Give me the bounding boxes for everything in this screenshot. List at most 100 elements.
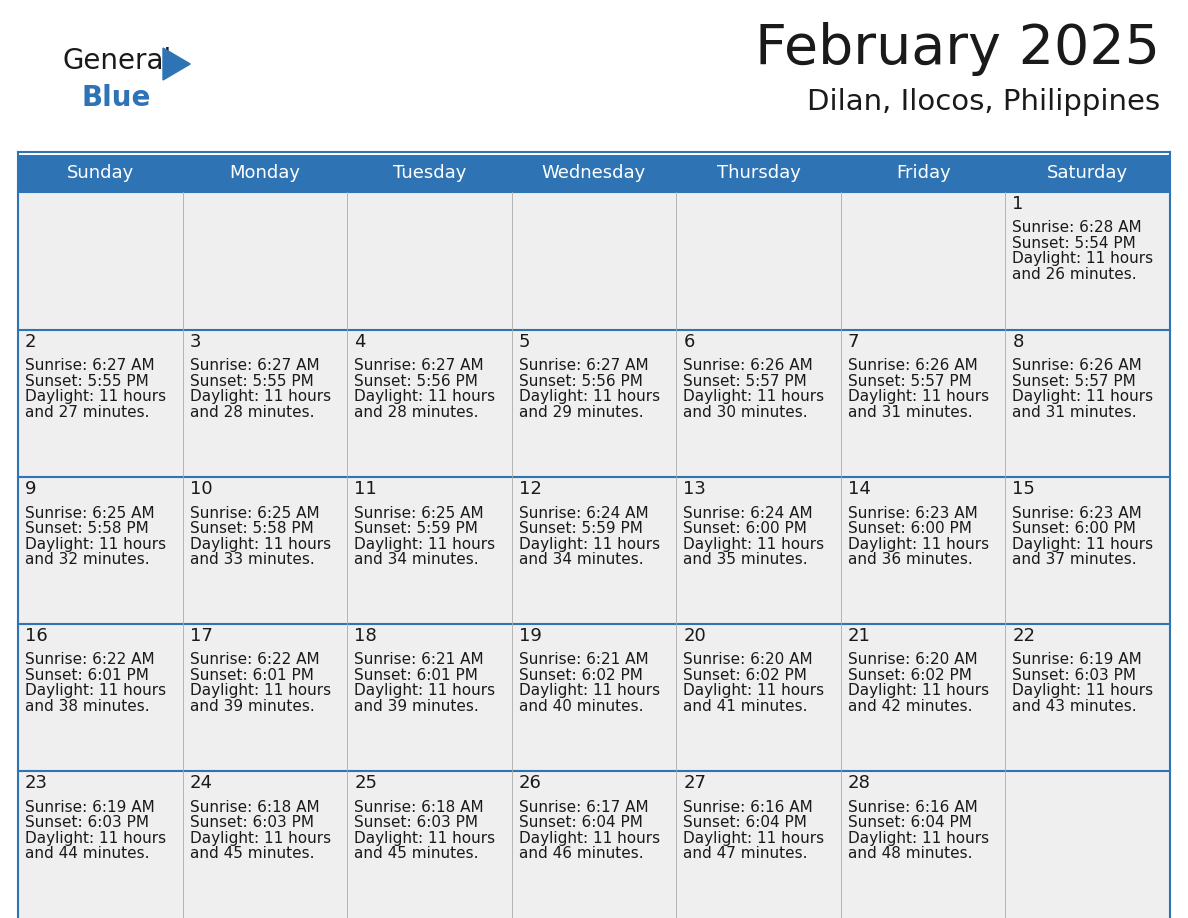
Text: 10: 10 xyxy=(190,480,213,498)
Text: and 31 minutes.: and 31 minutes. xyxy=(848,405,973,420)
Bar xyxy=(841,192,1005,330)
Text: and 37 minutes.: and 37 minutes. xyxy=(1012,552,1137,567)
Text: Daylight: 11 hours: Daylight: 11 hours xyxy=(848,389,988,405)
Bar xyxy=(676,624,841,771)
Text: Daylight: 11 hours: Daylight: 11 hours xyxy=(848,536,988,552)
Text: Sunset: 5:57 PM: Sunset: 5:57 PM xyxy=(1012,374,1136,389)
Text: Sunset: 6:03 PM: Sunset: 6:03 PM xyxy=(1012,668,1137,683)
Text: and 47 minutes.: and 47 minutes. xyxy=(683,846,808,861)
Text: Daylight: 11 hours: Daylight: 11 hours xyxy=(190,684,330,699)
Bar xyxy=(1005,192,1170,330)
Bar xyxy=(183,624,347,771)
Text: Daylight: 11 hours: Daylight: 11 hours xyxy=(1012,536,1154,552)
Text: Sunset: 5:56 PM: Sunset: 5:56 PM xyxy=(354,374,478,389)
Bar xyxy=(676,192,841,330)
Text: Sunset: 6:00 PM: Sunset: 6:00 PM xyxy=(848,521,972,536)
Text: Sunset: 6:00 PM: Sunset: 6:00 PM xyxy=(683,521,807,536)
Text: Daylight: 11 hours: Daylight: 11 hours xyxy=(190,831,330,845)
Text: Sunset: 6:03 PM: Sunset: 6:03 PM xyxy=(190,815,314,830)
Bar xyxy=(347,771,512,918)
Bar xyxy=(1005,624,1170,771)
Text: Sunrise: 6:16 AM: Sunrise: 6:16 AM xyxy=(683,800,813,814)
Text: Monday: Monday xyxy=(229,164,301,183)
Text: 12: 12 xyxy=(519,480,542,498)
Text: and 30 minutes.: and 30 minutes. xyxy=(683,405,808,420)
Bar xyxy=(347,330,512,477)
Text: Dilan, Ilocos, Philippines: Dilan, Ilocos, Philippines xyxy=(807,88,1159,116)
Text: Sunrise: 6:20 AM: Sunrise: 6:20 AM xyxy=(683,653,813,667)
Text: Sunset: 5:55 PM: Sunset: 5:55 PM xyxy=(190,374,314,389)
Text: 6: 6 xyxy=(683,333,695,351)
Text: Blue: Blue xyxy=(82,84,151,112)
Text: 2: 2 xyxy=(25,333,37,351)
Bar xyxy=(18,477,183,624)
Bar xyxy=(512,477,676,624)
Text: Sunset: 6:01 PM: Sunset: 6:01 PM xyxy=(190,668,314,683)
Text: Sunrise: 6:25 AM: Sunrise: 6:25 AM xyxy=(354,506,484,521)
Text: Sunrise: 6:17 AM: Sunrise: 6:17 AM xyxy=(519,800,649,814)
Bar xyxy=(18,330,183,477)
Text: 27: 27 xyxy=(683,774,707,792)
Text: Sunset: 6:01 PM: Sunset: 6:01 PM xyxy=(25,668,148,683)
Text: Daylight: 11 hours: Daylight: 11 hours xyxy=(190,536,330,552)
Text: and 42 minutes.: and 42 minutes. xyxy=(848,699,972,714)
Text: Wednesday: Wednesday xyxy=(542,164,646,183)
Text: Sunset: 6:03 PM: Sunset: 6:03 PM xyxy=(354,815,478,830)
Text: 14: 14 xyxy=(848,480,871,498)
Text: Daylight: 11 hours: Daylight: 11 hours xyxy=(1012,389,1154,405)
Text: and 29 minutes.: and 29 minutes. xyxy=(519,405,644,420)
Text: and 31 minutes.: and 31 minutes. xyxy=(1012,405,1137,420)
Text: and 38 minutes.: and 38 minutes. xyxy=(25,699,150,714)
Text: Daylight: 11 hours: Daylight: 11 hours xyxy=(354,536,495,552)
Text: and 26 minutes.: and 26 minutes. xyxy=(1012,267,1137,282)
Text: and 41 minutes.: and 41 minutes. xyxy=(683,699,808,714)
Text: Sunset: 5:59 PM: Sunset: 5:59 PM xyxy=(519,521,643,536)
Text: Sunset: 6:04 PM: Sunset: 6:04 PM xyxy=(519,815,643,830)
Text: and 34 minutes.: and 34 minutes. xyxy=(354,552,479,567)
Text: and 45 minutes.: and 45 minutes. xyxy=(190,846,314,861)
Text: and 35 minutes.: and 35 minutes. xyxy=(683,552,808,567)
Text: Sunset: 5:58 PM: Sunset: 5:58 PM xyxy=(25,521,148,536)
Bar xyxy=(1005,771,1170,918)
Text: Sunrise: 6:25 AM: Sunrise: 6:25 AM xyxy=(25,506,154,521)
Bar xyxy=(18,771,183,918)
Bar xyxy=(183,771,347,918)
Text: 16: 16 xyxy=(25,627,48,645)
Text: Sunrise: 6:16 AM: Sunrise: 6:16 AM xyxy=(848,800,978,814)
Bar xyxy=(841,330,1005,477)
Bar xyxy=(512,624,676,771)
Text: Friday: Friday xyxy=(896,164,950,183)
Text: 19: 19 xyxy=(519,627,542,645)
Text: Sunset: 5:57 PM: Sunset: 5:57 PM xyxy=(683,374,807,389)
Text: Daylight: 11 hours: Daylight: 11 hours xyxy=(519,389,659,405)
Text: Daylight: 11 hours: Daylight: 11 hours xyxy=(354,684,495,699)
Text: 3: 3 xyxy=(190,333,201,351)
Text: Sunset: 6:03 PM: Sunset: 6:03 PM xyxy=(25,815,148,830)
Text: Sunrise: 6:28 AM: Sunrise: 6:28 AM xyxy=(1012,220,1142,236)
Bar xyxy=(347,477,512,624)
Text: Sunset: 6:04 PM: Sunset: 6:04 PM xyxy=(683,815,807,830)
Text: 25: 25 xyxy=(354,774,377,792)
Text: and 40 minutes.: and 40 minutes. xyxy=(519,699,643,714)
Text: and 28 minutes.: and 28 minutes. xyxy=(354,405,479,420)
Bar xyxy=(512,192,676,330)
Text: 15: 15 xyxy=(1012,480,1035,498)
Text: Sunrise: 6:22 AM: Sunrise: 6:22 AM xyxy=(25,653,154,667)
Bar xyxy=(676,477,841,624)
Text: Sunrise: 6:26 AM: Sunrise: 6:26 AM xyxy=(683,359,813,374)
Text: 7: 7 xyxy=(848,333,859,351)
Text: Sunrise: 6:27 AM: Sunrise: 6:27 AM xyxy=(354,359,484,374)
Text: 13: 13 xyxy=(683,480,706,498)
Text: Sunrise: 6:21 AM: Sunrise: 6:21 AM xyxy=(519,653,649,667)
Text: Daylight: 11 hours: Daylight: 11 hours xyxy=(1012,252,1154,266)
Text: 26: 26 xyxy=(519,774,542,792)
Text: Daylight: 11 hours: Daylight: 11 hours xyxy=(519,831,659,845)
Text: Sunday: Sunday xyxy=(67,164,134,183)
Text: and 46 minutes.: and 46 minutes. xyxy=(519,846,644,861)
Bar xyxy=(676,771,841,918)
Text: and 44 minutes.: and 44 minutes. xyxy=(25,846,150,861)
Text: 18: 18 xyxy=(354,627,377,645)
Bar xyxy=(18,624,183,771)
Bar xyxy=(676,330,841,477)
Text: Sunrise: 6:22 AM: Sunrise: 6:22 AM xyxy=(190,653,320,667)
